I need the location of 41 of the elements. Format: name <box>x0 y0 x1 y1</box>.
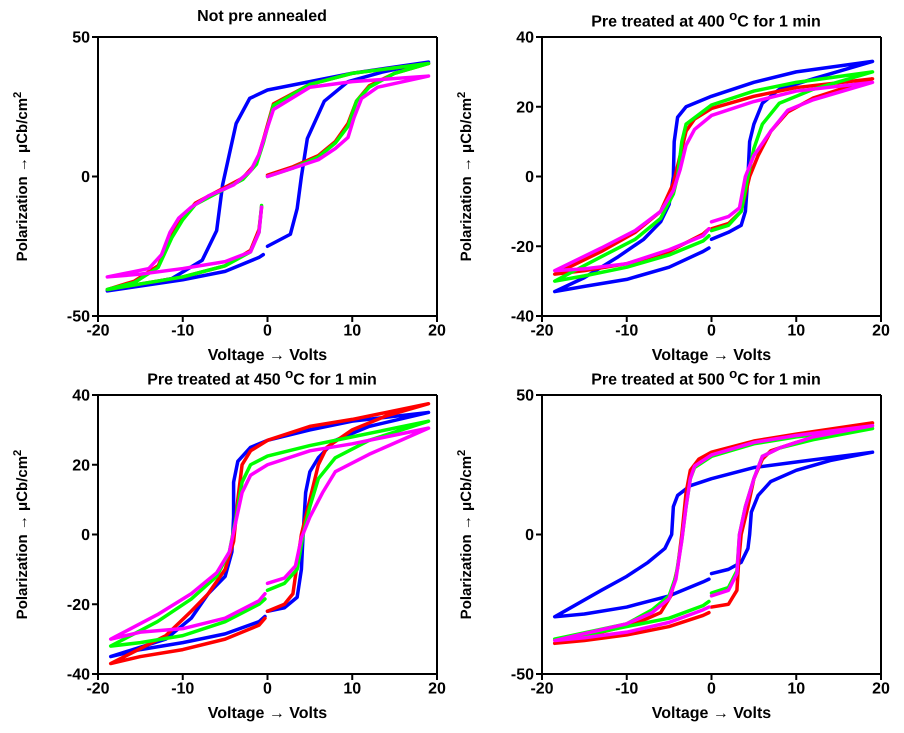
x-tick-label: 10 <box>343 322 362 340</box>
y-tick-label: -50 <box>510 666 534 684</box>
x-tick-label: 20 <box>428 680 446 698</box>
y-tick-label: 0 <box>525 527 534 544</box>
chart-title: Not pre annealed <box>196 8 328 27</box>
chart-title: Pre treated at 400 $^{o}$C for 1 min <box>590 8 822 30</box>
y-tick-label: 50 <box>516 388 534 405</box>
x-axis-title: Voltage → Volts <box>652 705 772 722</box>
y-tick-label: -50 <box>66 308 90 326</box>
chart-title: Pre treated at 450 $^{o}$C for 1 min <box>146 366 378 388</box>
x-tick-label: 20 <box>428 322 446 340</box>
x-axis-title: Voltage → Volts <box>208 705 328 722</box>
x-tick-label: 10 <box>343 680 362 698</box>
x-tick-label: 0 <box>707 680 716 698</box>
x-axis-title: Voltage → Volts <box>652 347 772 364</box>
y-tick-label: -20 <box>510 238 534 256</box>
y-tick-label: 50 <box>72 30 90 47</box>
x-tick-label: 10 <box>787 680 806 698</box>
x-tick-label: 0 <box>263 680 272 698</box>
line-series <box>552 450 874 619</box>
y-tick-label: 40 <box>516 30 534 47</box>
x-axis-title: Voltage → Volts <box>208 347 328 364</box>
y-tick-label: 40 <box>72 388 90 405</box>
x-tick-label: -10 <box>171 322 194 340</box>
x-tick-label: -10 <box>615 680 638 698</box>
y-tick-label: 0 <box>525 169 534 186</box>
x-tick-label: -10 <box>615 322 638 340</box>
y-tick-label: 0 <box>81 527 90 544</box>
y-tick-label: -40 <box>66 666 90 684</box>
y-tick-label: -20 <box>66 596 90 614</box>
x-tick-label: 0 <box>707 322 716 340</box>
x-tick-label: 20 <box>872 322 890 340</box>
y-tick-label: 0 <box>81 169 90 186</box>
x-tick-label: -10 <box>171 680 194 698</box>
y-tick-label: 20 <box>516 99 534 116</box>
x-tick-label: 0 <box>263 322 272 340</box>
x-tick-label: 10 <box>787 322 806 340</box>
chart-title: Pre treated at 500 $^{o}$C for 1 min <box>590 366 822 388</box>
x-tick-label: 20 <box>872 680 890 698</box>
y-tick-label: -40 <box>510 308 534 326</box>
y-tick-label: 20 <box>72 457 90 474</box>
